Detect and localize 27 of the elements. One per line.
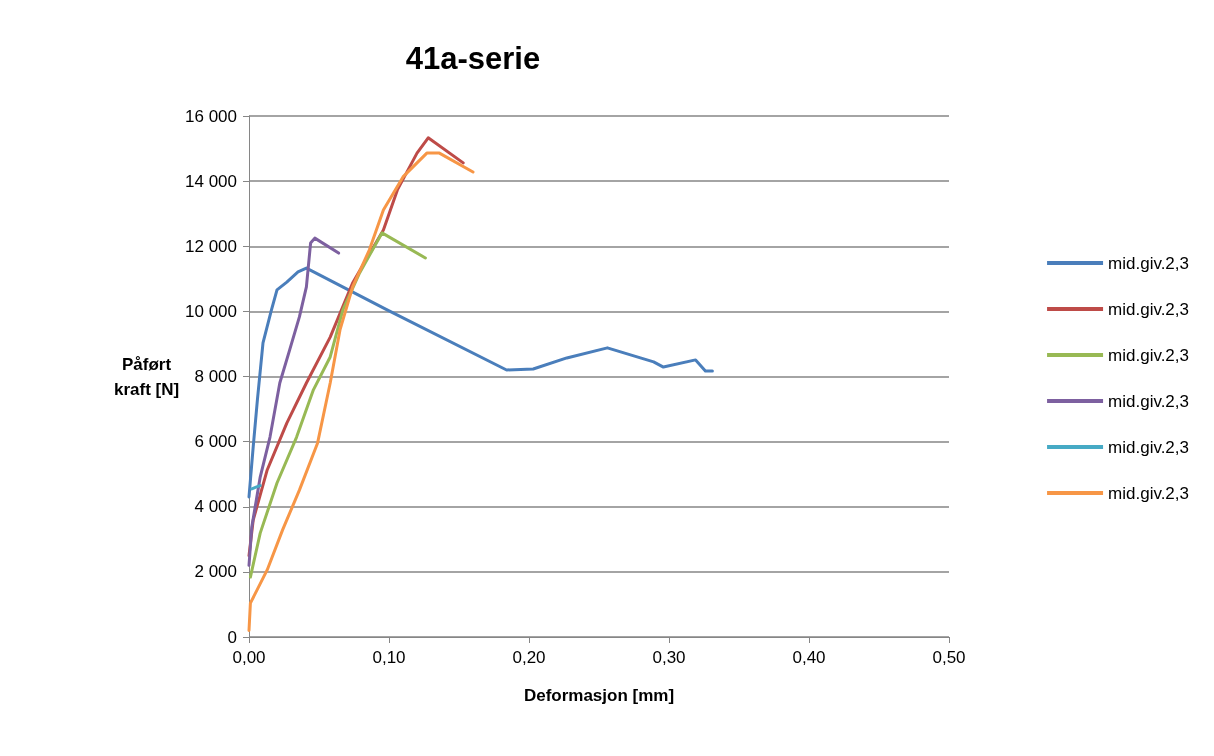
legend-label: mid.giv.2,3 (1108, 483, 1190, 503)
y-tick-label: 6 000 (194, 432, 237, 452)
x-axis-title: Deformasjon [mm] (523, 686, 675, 705)
x-tick-label: 0,40 (792, 648, 826, 667)
y-tick-label: 4 000 (194, 497, 237, 517)
line-series (247, 266, 714, 499)
y-tick-label: 12 000 (185, 236, 237, 256)
legend-label: mid.giv.2,3 (1108, 437, 1190, 457)
y-tick-label: 2 000 (194, 562, 237, 582)
x-tick-label: 0,50 (932, 648, 966, 667)
y-axis-title: Påført kraft [N] (113, 354, 180, 399)
y-tick-label: 14 000 (185, 171, 237, 191)
chart-title: 41a-serie (405, 41, 541, 76)
legend-label: mid.giv.2,3 (1108, 345, 1190, 365)
y-tick-label: 16 000 (185, 106, 237, 126)
x-tick-label: 0,10 (372, 648, 406, 667)
y-tick-label: 8 000 (194, 367, 237, 386)
legend-label: mid.giv.2,3 (1108, 253, 1190, 273)
line-series (247, 236, 341, 567)
x-tick-label: 0,30 (652, 648, 686, 667)
legend-label: mid.giv.2,3 (1108, 299, 1190, 319)
y-tick-label: 10 000 (185, 301, 237, 321)
x-tick-label: 0,20 (512, 648, 546, 667)
y-tick-label: 0 (227, 627, 237, 647)
legend-label: mid.giv.2,3 (1108, 391, 1190, 411)
line-series (247, 151, 475, 632)
x-tick-label: 0,00 (232, 648, 266, 667)
